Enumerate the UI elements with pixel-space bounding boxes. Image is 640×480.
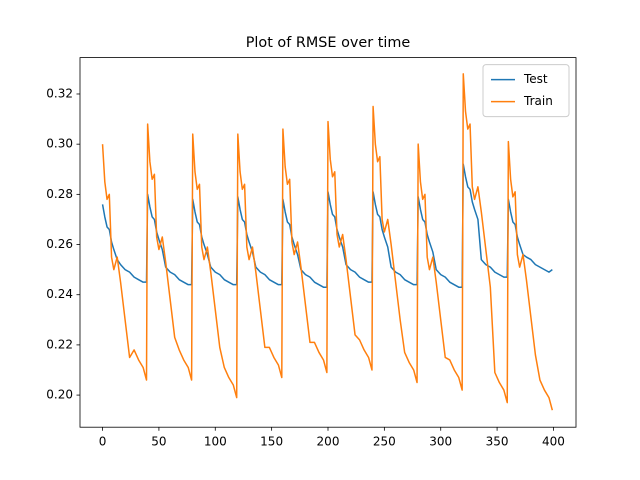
y-tick-label: 0.24	[46, 287, 73, 301]
y-tick-label: 0.26	[46, 237, 73, 251]
legend-label: Train	[523, 94, 553, 108]
x-tick-label: 200	[317, 435, 340, 449]
x-tick-label: 400	[542, 435, 565, 449]
chart-title: Plot of RMSE over time	[246, 35, 411, 51]
legend-label: Test	[523, 72, 548, 86]
x-tick-label: 300	[429, 435, 452, 449]
x-tick-label: 100	[204, 435, 227, 449]
y-tick-label: 0.28	[46, 187, 73, 201]
x-tick-label: 350	[486, 435, 509, 449]
legend-box	[482, 64, 570, 118]
y-tick-label: 0.32	[46, 86, 73, 100]
x-tick-label: 250	[373, 435, 396, 449]
line-series	[101, 73, 554, 411]
y-tick-label: 0.22	[46, 337, 73, 351]
y-tick-label: 0.20	[46, 388, 73, 402]
x-tick-label: 0	[99, 435, 107, 449]
y-tick-label: 0.30	[46, 137, 73, 151]
plot-frame	[79, 57, 577, 428]
x-tick-label: 150	[260, 435, 283, 449]
x-tick-label: 50	[151, 435, 166, 449]
